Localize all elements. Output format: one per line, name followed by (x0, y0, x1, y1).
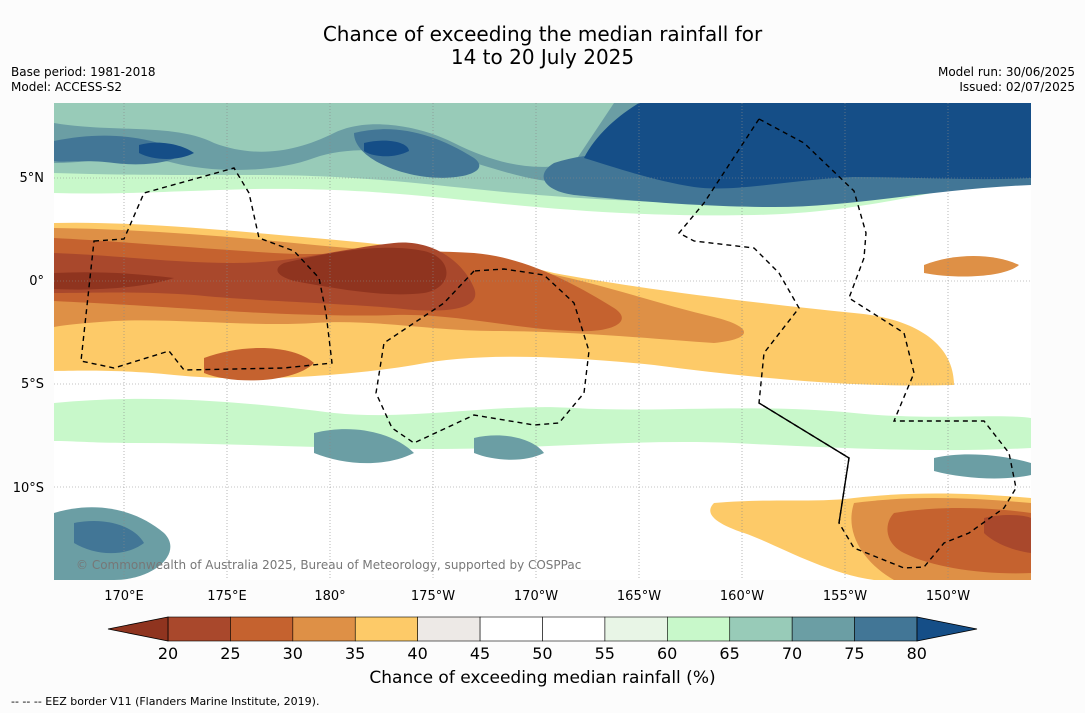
colorbar-over-arrow (916, 616, 978, 642)
lon-label-155w: 155°W (822, 589, 868, 604)
southwest-wet-core (74, 521, 144, 554)
colorbar-segment (667, 616, 731, 642)
lon-label-160w: 160°W (719, 589, 765, 604)
colorbar-label: Chance of exceeding median rainfall (%) (369, 668, 716, 688)
colorbar-tick-30: 30 (282, 644, 303, 663)
colorbar-segment (417, 616, 481, 642)
lat-label-0: 0° (29, 274, 44, 289)
colorbar-segment (292, 616, 356, 642)
base-period: Base period: 1981-2018 (11, 65, 156, 79)
meta-left: Base period: 1981-2018 Model: ACCESS-S2 (11, 65, 156, 95)
colorbar-tick-70: 70 (781, 644, 803, 663)
eez-footnote: -- -- -- EEZ border V11 (Flanders Marine… (11, 695, 320, 708)
model-run: Model run: 30/06/2025 (937, 65, 1075, 79)
colorbar-tick-40: 40 (407, 644, 428, 663)
lon-label-175e: 175°E (207, 589, 247, 604)
colorbar-tick-45: 45 (469, 644, 491, 663)
colorbar-tick-60: 60 (657, 644, 678, 663)
colorbar-tick-65: 65 (719, 644, 740, 663)
colorbar-tick-20: 20 (157, 644, 179, 663)
colorbar-segment (230, 616, 294, 642)
colorbar-tick-50: 50 (532, 644, 553, 663)
lon-label-170w: 170°W (513, 589, 559, 604)
eez-tokelau (375, 268, 590, 444)
colorbar-under-arrow (107, 616, 169, 642)
lat-label-10s: 10°S (12, 481, 44, 496)
graticule (54, 103, 1031, 580)
rainfall-probability-map: © Commonwealth of Australia 2025, Bureau… (54, 103, 1031, 580)
colorbar-segment (854, 616, 918, 642)
eez-borders (80, 118, 1017, 569)
band-south-60 (54, 398, 1031, 451)
colorbar-tick-55: 55 (594, 644, 615, 663)
colorbar-tick-75: 75 (844, 644, 865, 663)
colorbar-tick-80: 80 (906, 644, 927, 663)
southeast-dry-25 (984, 514, 1031, 553)
colorbar-segment (729, 616, 793, 642)
eez-kiribati-line (677, 118, 1017, 569)
map-field (54, 103, 1031, 580)
south-dry-spot (204, 347, 314, 381)
issued-date: Issued: 02/07/2025 (959, 80, 1075, 94)
lon-label-175w: 175°W (410, 589, 456, 604)
copyright-note: © Commonwealth of Australia 2025, Bureau… (76, 558, 582, 572)
colorbar-segment (167, 616, 231, 642)
lat-label-5n: 5°N (19, 171, 45, 186)
colorbar-segments (167, 616, 918, 642)
meta-right: Model run: 30/06/2025 Issued: 02/07/2025 (938, 65, 1075, 95)
colorbar-segment (354, 616, 418, 642)
eez-solid-segment (758, 402, 850, 524)
chart-title-line2: 14 to 20 July 2025 (450, 45, 635, 69)
lon-label-150w: 150°W (925, 589, 971, 604)
colorbar-segment (542, 616, 606, 642)
north-wet-spots (139, 140, 409, 159)
colorbar-segment (604, 616, 668, 642)
south-wet-spots (314, 429, 1031, 479)
lon-label-170e: 170°E (104, 589, 144, 604)
band-north-75 (54, 129, 1031, 207)
band-equator-20 (54, 247, 447, 295)
model-name: Model: ACCESS-S2 (11, 80, 123, 94)
lon-label-180: 180° (314, 589, 346, 604)
colorbar-segment (479, 616, 543, 642)
colorbar-tick-25: 25 (220, 644, 241, 663)
eez-tuvalu (80, 167, 333, 371)
chart-title-line1: Chance of exceeding the median rainfall … (322, 22, 763, 46)
colorbar-segment (791, 616, 855, 642)
lon-label-165w: 165°W (616, 589, 662, 604)
lat-label-5s: 5°S (20, 377, 44, 392)
colorbar-tick-35: 35 (345, 644, 366, 663)
